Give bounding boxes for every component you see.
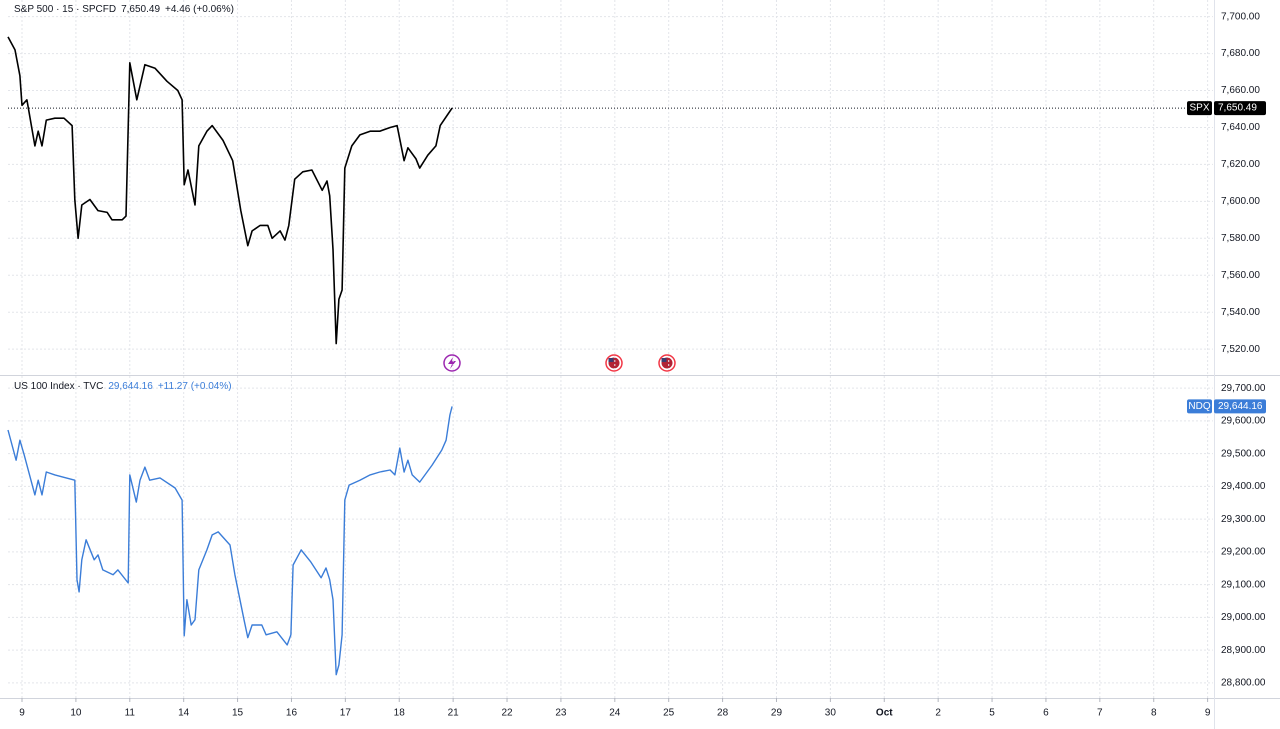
price-tag-bg xyxy=(1214,101,1266,116)
price-tag-bg xyxy=(1214,399,1266,414)
x-tick-label: Oct xyxy=(876,708,893,719)
y-tick-label: 29,400.00 xyxy=(1221,481,1266,492)
price-tag-label: 7,650.49 xyxy=(1218,103,1257,114)
price-line xyxy=(7,36,453,345)
y-tick-label: 7,620.00 xyxy=(1221,159,1260,170)
x-tick-label: 22 xyxy=(501,708,513,719)
y-tick-label: 7,520.00 xyxy=(1221,344,1260,355)
x-tick-label: 10 xyxy=(70,708,82,719)
y-tick-label: 28,800.00 xyxy=(1221,678,1266,689)
x-tick-label: 5 xyxy=(989,708,995,719)
y-tick-label: 29,700.00 xyxy=(1221,383,1266,394)
price-tag-name: NDQ xyxy=(1188,401,1210,412)
y-tick-label: 29,100.00 xyxy=(1221,579,1266,590)
price: 29,644.16 xyxy=(108,381,153,392)
grid xyxy=(8,0,1213,698)
pane-header: S&P 500 · 15 · SPCFD 7,650.49 +4.46 (+0.… xyxy=(14,4,234,15)
change: +4.46 (+0.06%) xyxy=(165,4,234,15)
y-tick-label: 29,500.00 xyxy=(1221,448,1266,459)
symbol: US 100 Index · TVC xyxy=(14,381,104,392)
price: 7,650.49 xyxy=(121,4,161,15)
x-tick-label: 24 xyxy=(609,708,621,719)
x-tick-label: 14 xyxy=(178,708,190,719)
price-tag-name-bg xyxy=(1187,101,1212,116)
x-tick-label: 9 xyxy=(19,708,25,719)
price-tag-label: 29,644.16 xyxy=(1218,401,1263,412)
x-tick-label: 7 xyxy=(1097,708,1103,719)
x-tick-label: 21 xyxy=(448,708,460,719)
x-tick-label: 11 xyxy=(125,708,136,719)
y-tick-label: 7,540.00 xyxy=(1221,307,1260,318)
y-tick-label: 29,300.00 xyxy=(1221,514,1266,525)
event-icon[interactable] xyxy=(443,354,461,372)
x-tick-label: 30 xyxy=(825,708,837,719)
x-tick-label: 28 xyxy=(717,708,729,719)
x-tick-label: 29 xyxy=(771,708,783,719)
x-tick-label: 15 xyxy=(232,708,244,719)
x-tick-label: 6 xyxy=(1043,708,1049,719)
price-tag-name-bg xyxy=(1187,399,1212,414)
x-tick-label: 23 xyxy=(555,708,567,719)
y-tick-label: 7,660.00 xyxy=(1221,85,1260,96)
x-tick-label: 25 xyxy=(663,708,675,719)
x-tick-label: 16 xyxy=(286,708,298,719)
y-tick-label: 7,580.00 xyxy=(1221,233,1260,244)
x-tick-label: 17 xyxy=(340,708,352,719)
y-tick-label: 7,560.00 xyxy=(1221,270,1260,281)
symbol: S&P 500 · 15 · SPCFD xyxy=(14,4,117,15)
y-tick-label: 29,000.00 xyxy=(1221,612,1266,623)
y-tick-label: 28,900.00 xyxy=(1221,645,1266,656)
y-tick-label: 29,600.00 xyxy=(1221,416,1266,427)
y-tick-label: 29,200.00 xyxy=(1221,547,1266,558)
y-tick-label: 7,600.00 xyxy=(1221,196,1260,207)
pane-header: US 100 Index · TVC 29,644.16 +11.27 (+0.… xyxy=(14,381,232,392)
price-line xyxy=(7,406,453,676)
y-tick-label: 7,700.00 xyxy=(1221,11,1260,22)
event-icon[interactable] xyxy=(658,354,676,372)
x-tick-label: 2 xyxy=(935,708,941,719)
x-tick-label: 8 xyxy=(1151,708,1157,719)
price-tag-name: SPX xyxy=(1189,103,1209,114)
x-tick-label: 9 xyxy=(1205,708,1211,719)
y-tick-label: 7,680.00 xyxy=(1221,48,1260,59)
y-tick-label: 7,640.00 xyxy=(1221,122,1260,133)
change: +11.27 (+0.04%) xyxy=(157,381,232,392)
event-icon[interactable] xyxy=(605,354,623,372)
x-tick-label: 18 xyxy=(394,708,406,719)
